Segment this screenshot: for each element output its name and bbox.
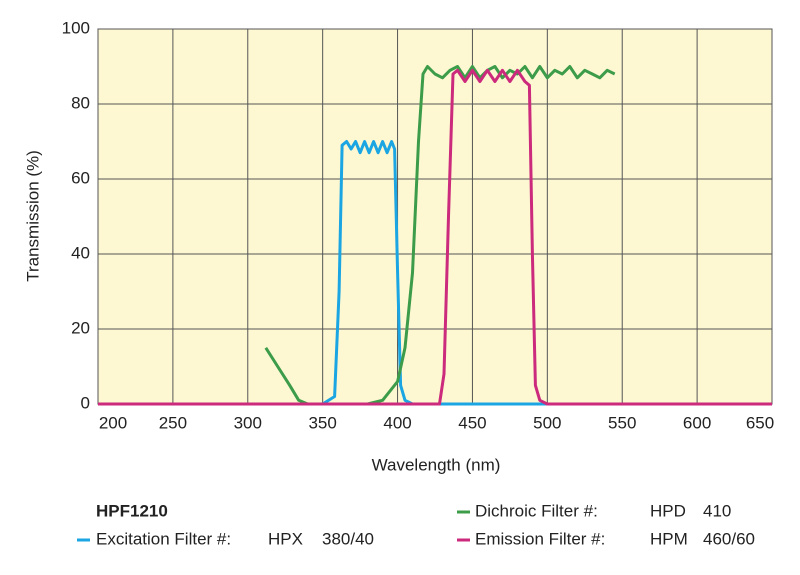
x-axis-label: Wavelength (nm) — [372, 455, 501, 474]
series-line — [98, 140, 772, 406]
x-tick-label: 600 — [683, 413, 711, 432]
legend-label: Dichroic Filter #: — [475, 501, 598, 520]
y-tick-label: 100 — [62, 18, 90, 37]
series-line — [98, 68, 772, 406]
x-tick-label: 400 — [383, 413, 411, 432]
x-tick-label: 350 — [308, 413, 336, 432]
legend-spec: 380/40 — [322, 529, 374, 548]
x-tick-label: 550 — [608, 413, 636, 432]
x-tick-label: 650 — [746, 413, 774, 432]
series-line — [264, 65, 616, 406]
plot-area — [97, 28, 773, 405]
legend-code: HPX — [268, 529, 303, 548]
y-tick-label: 60 — [71, 168, 90, 187]
legend-label: Excitation Filter #: — [96, 529, 231, 548]
legend-spec: 410 — [703, 501, 731, 520]
x-tick-label: 500 — [533, 413, 561, 432]
y-axis-label: Transmission (%) — [23, 150, 42, 282]
x-tick-label: 200 — [99, 413, 127, 432]
x-tick-label: 450 — [458, 413, 486, 432]
legend-code: HPD — [650, 501, 686, 520]
y-tick-label: 80 — [71, 93, 90, 112]
legend-code: HPM — [650, 529, 688, 548]
y-tick-label: 40 — [71, 243, 90, 262]
x-tick-label: 300 — [234, 413, 262, 432]
legend-spec: 460/60 — [703, 529, 755, 548]
x-tick-label: 250 — [159, 413, 187, 432]
legend-label: Emission Filter #: — [475, 529, 605, 548]
set-name: HPF1210 — [96, 501, 168, 520]
y-tick-label: 0 — [81, 393, 90, 412]
y-tick-label: 20 — [71, 318, 90, 337]
